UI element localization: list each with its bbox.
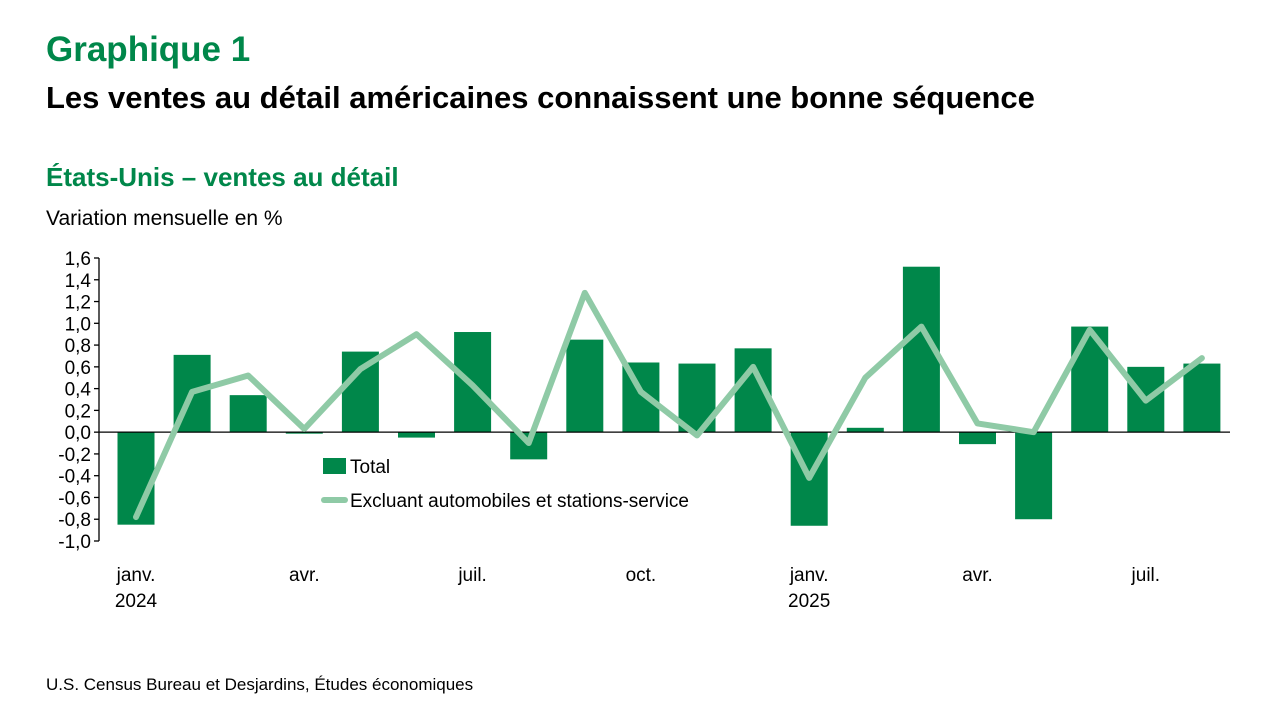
bar-total	[341, 351, 379, 433]
x-tick-label: avr.	[289, 565, 320, 586]
x-tick-label: oct.	[626, 565, 657, 586]
chart-headline: Les ventes au détail américaines connais…	[46, 80, 1035, 115]
x-tick-label: juil.	[1131, 565, 1161, 586]
legend-label-line: Excluant automobiles et stations-service	[350, 491, 689, 512]
y-tick-label: 0,6	[65, 358, 91, 379]
x-tick-label: avr.	[962, 565, 993, 586]
y-tick-label: 1,0	[65, 314, 91, 335]
chart-title: États-Unis – ventes au détail	[46, 162, 399, 192]
y-tick-label: 1,6	[65, 249, 91, 270]
y-tick-label: -0,4	[58, 467, 91, 488]
x-tick-label: janv.	[116, 565, 156, 586]
x-tick-year: 2025	[788, 591, 830, 612]
bar-total	[1183, 363, 1221, 433]
y-tick-label: 0,2	[65, 401, 91, 422]
y-tick-label: -0,2	[58, 445, 91, 466]
x-tick-label: juil.	[457, 565, 487, 586]
chart-label: Graphique 1	[46, 30, 251, 69]
y-tick-label: 0,4	[65, 380, 92, 401]
y-tick-label: 1,4	[65, 271, 92, 292]
legend-swatch-total	[323, 458, 346, 474]
bar-total	[117, 432, 155, 525]
y-tick-label: 0,8	[65, 336, 91, 357]
bar-total	[229, 395, 267, 433]
line-excluant	[133, 289, 1205, 521]
bar-total	[566, 339, 604, 433]
bar-total	[1015, 432, 1053, 520]
y-tick-label: -1,0	[58, 532, 91, 553]
bar-total	[398, 432, 435, 438]
legend-label-total: Total	[350, 457, 390, 478]
bar-total	[846, 427, 884, 433]
y-tick-label: -0,6	[58, 488, 91, 509]
y-axis-label: Variation mensuelle en %	[46, 207, 283, 230]
x-tick-year: 2024	[115, 591, 158, 612]
y-tick-label: 1,2	[65, 293, 91, 314]
source-note: U.S. Census Bureau et Desjardins, Études…	[46, 675, 474, 694]
y-tick-label: 0,0	[65, 423, 91, 444]
y-tick-label: -0,8	[58, 510, 91, 531]
bar-total	[285, 432, 323, 434]
bar-total	[959, 432, 996, 445]
x-tick-label: janv.	[789, 565, 829, 586]
